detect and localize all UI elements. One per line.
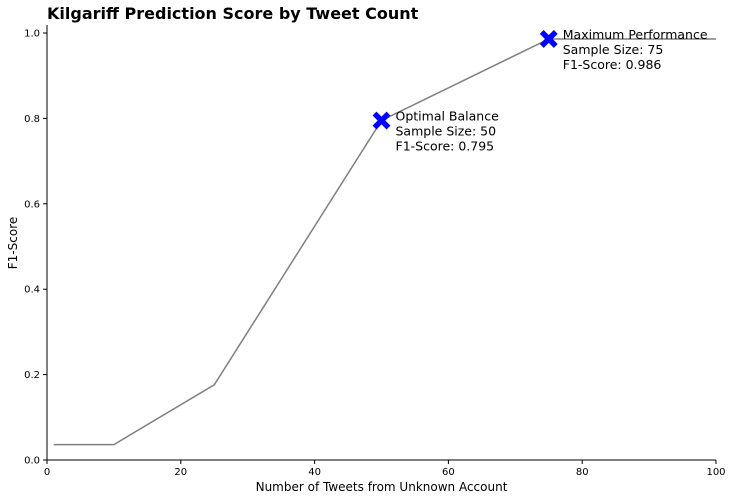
- y-tick-label: 0.2: [24, 370, 40, 381]
- annotation-marker: [539, 30, 558, 48]
- annotation-marker: [372, 111, 391, 130]
- x-ticks: 0 20 40 60 80 100: [44, 460, 726, 478]
- annotation-text: Sample Size: 50: [396, 124, 497, 139]
- y-ticks: 0.0 0.2 0.4 0.6 0.8 1.0: [24, 29, 47, 467]
- annotation-text: F1-Score: 0.795: [396, 139, 495, 154]
- x-tick-label: 20: [174, 467, 187, 478]
- plot-area: [53, 38, 716, 446]
- annotation-text: Maximum Performance: [563, 27, 708, 42]
- y-tick-label: 0.8: [24, 114, 40, 125]
- series-line: [53, 38, 716, 446]
- annotation-text: F1-Score: 0.986: [563, 57, 662, 72]
- y-tick-label: 0.4: [24, 285, 40, 296]
- x-tick-label: 80: [576, 467, 589, 478]
- x-tick-label: 0: [44, 467, 50, 478]
- y-tick-label: 1.0: [24, 29, 40, 40]
- x-axis-label: Number of Tweets from Unknown Account: [256, 480, 508, 494]
- y-tick-label: 0.6: [24, 199, 40, 210]
- x-tick-label: 100: [706, 467, 725, 478]
- x-tick-label: 40: [308, 467, 321, 478]
- annotation-text: Optimal Balance: [396, 109, 500, 124]
- y-axis-label: F1-Score: [6, 217, 20, 269]
- annotation-text: Sample Size: 75: [563, 42, 664, 57]
- y-tick-label: 0.0: [24, 456, 40, 467]
- chart-title: Kilgariff Prediction Score by Tweet Coun…: [47, 4, 419, 23]
- x-tick-label: 60: [442, 467, 455, 478]
